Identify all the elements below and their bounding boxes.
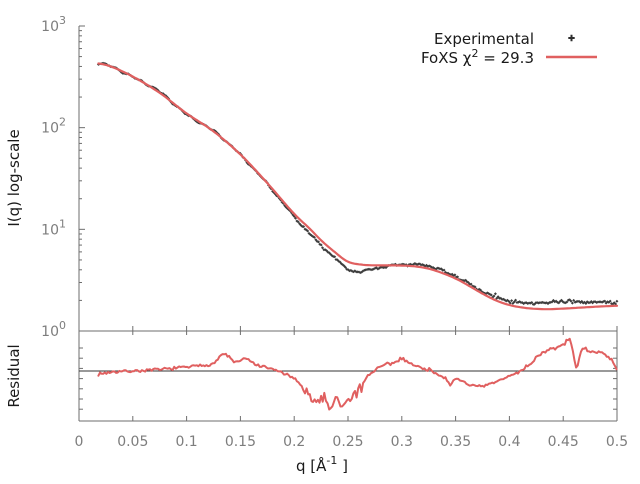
x-tick-label: 0.45 xyxy=(548,434,579,450)
axes: 103 102 101 100 0 0.05 0.1 0.15 0.2 0.25 0.3 0.35 0.… xyxy=(41,14,628,450)
x-tick-label: 0.25 xyxy=(332,434,363,450)
x-axis-title-exponent: -1 xyxy=(326,454,337,467)
x-tick-label: 0.35 xyxy=(440,434,471,450)
x-tick-label: 0.4 xyxy=(498,434,520,450)
x-tick-label: 0.15 xyxy=(225,434,256,450)
x-tick-label: 0.5 xyxy=(606,434,628,450)
x-axis-title: q [Å-1 ] xyxy=(296,454,348,475)
residual-trace xyxy=(97,337,618,411)
x-tick-label: 0 xyxy=(75,434,84,450)
x-axis-title-close: ] xyxy=(337,457,348,475)
legend-label-fit-exponent: 2 xyxy=(471,47,478,60)
experimental-marker-icon xyxy=(568,34,575,42)
y-tick-label: 103 xyxy=(41,14,66,35)
foxs-fit-line xyxy=(97,62,619,311)
x-tick-label: 0.1 xyxy=(175,434,197,450)
legend-label-fit-prefix: FoXS χ xyxy=(421,49,472,67)
x-tick-label: 0.05 xyxy=(117,434,148,450)
y-axis-title-residual: Residual xyxy=(5,344,23,407)
x-axis-title-unit: q [Å xyxy=(296,456,327,475)
y-axis-title-intensity: I(q) log-scale xyxy=(5,129,23,226)
x-tick-label: 0.2 xyxy=(283,434,305,450)
y-tick-label: 102 xyxy=(41,116,66,137)
x-tick-label: 0.3 xyxy=(391,434,413,450)
plot-data xyxy=(79,61,619,411)
legend-label-experimental: Experimental xyxy=(434,30,534,48)
experimental-points xyxy=(96,61,619,306)
legend: Experimental FoXS χ2 = 29.3 xyxy=(421,30,597,67)
legend-label-fit-value: = 29.3 xyxy=(478,49,534,67)
y-tick-label: 100 xyxy=(41,319,66,340)
legend-label-fit: FoXS χ2 = 29.3 xyxy=(421,47,534,67)
y-tick-label: 101 xyxy=(41,217,66,238)
